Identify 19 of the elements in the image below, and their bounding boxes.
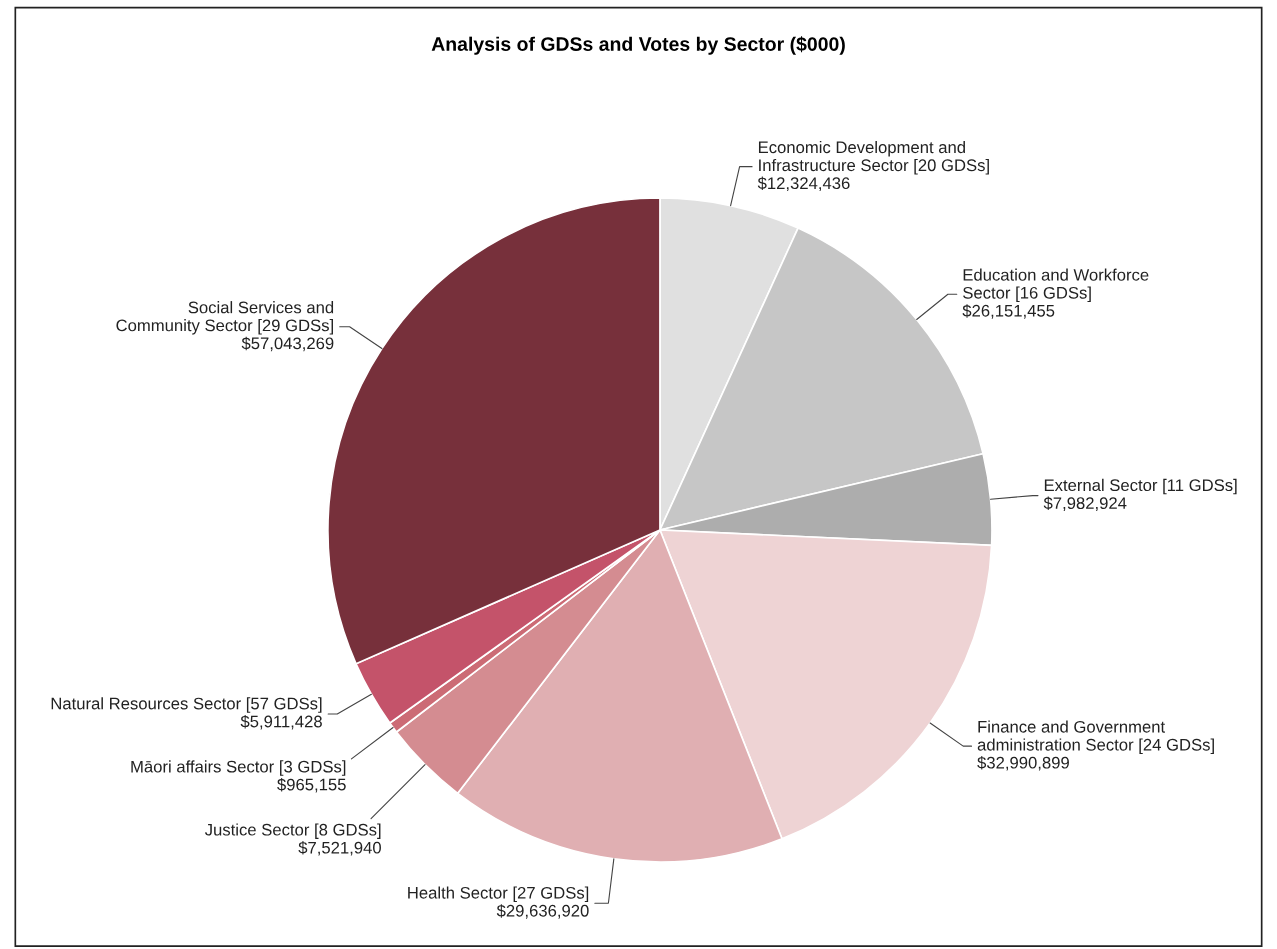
data-label: $29,636,920 — [496, 904, 589, 919]
slice-label: Justice Sector [8 GDSs] — [204, 823, 381, 839]
data-label: $5,911,428 — [240, 714, 322, 730]
slice-label: Social Services and Community Sector [29 GDSs] — [116, 301, 334, 335]
data-label: $965,155 — [277, 777, 346, 793]
slice-label: External Sector [11 GDSs] — [1044, 478, 1237, 495]
data-label: $26,151,455 — [962, 304, 1055, 319]
slice-label: Health Sector [27 GDSs] — [408, 886, 589, 902]
slice-label: Education and Workforce Sector [16 GDSs] — [963, 268, 1149, 303]
data-label: $7,982,924 — [1043, 496, 1127, 511]
slice-label: Finance and Government administration Sector [24 GDSs] — [977, 720, 1214, 754]
data-label: $32,990,899 — [977, 756, 1069, 771]
chart-title: Analysis of GDSs and Votes by Sector ($000) — [431, 36, 845, 55]
slice-label: Māori affairs Sector [3 GDSs] — [131, 760, 346, 776]
data-label: $12,324,436 — [757, 176, 850, 192]
data-label: $57,043,269 — [241, 336, 334, 352]
slice-label: Economic Development and Infrastructure Sector [20 GDSs] — [758, 140, 989, 175]
data-label: $7,521,940 — [298, 841, 381, 856]
slice-label: Natural Resources Sector [57 GDSs] — [51, 697, 322, 713]
